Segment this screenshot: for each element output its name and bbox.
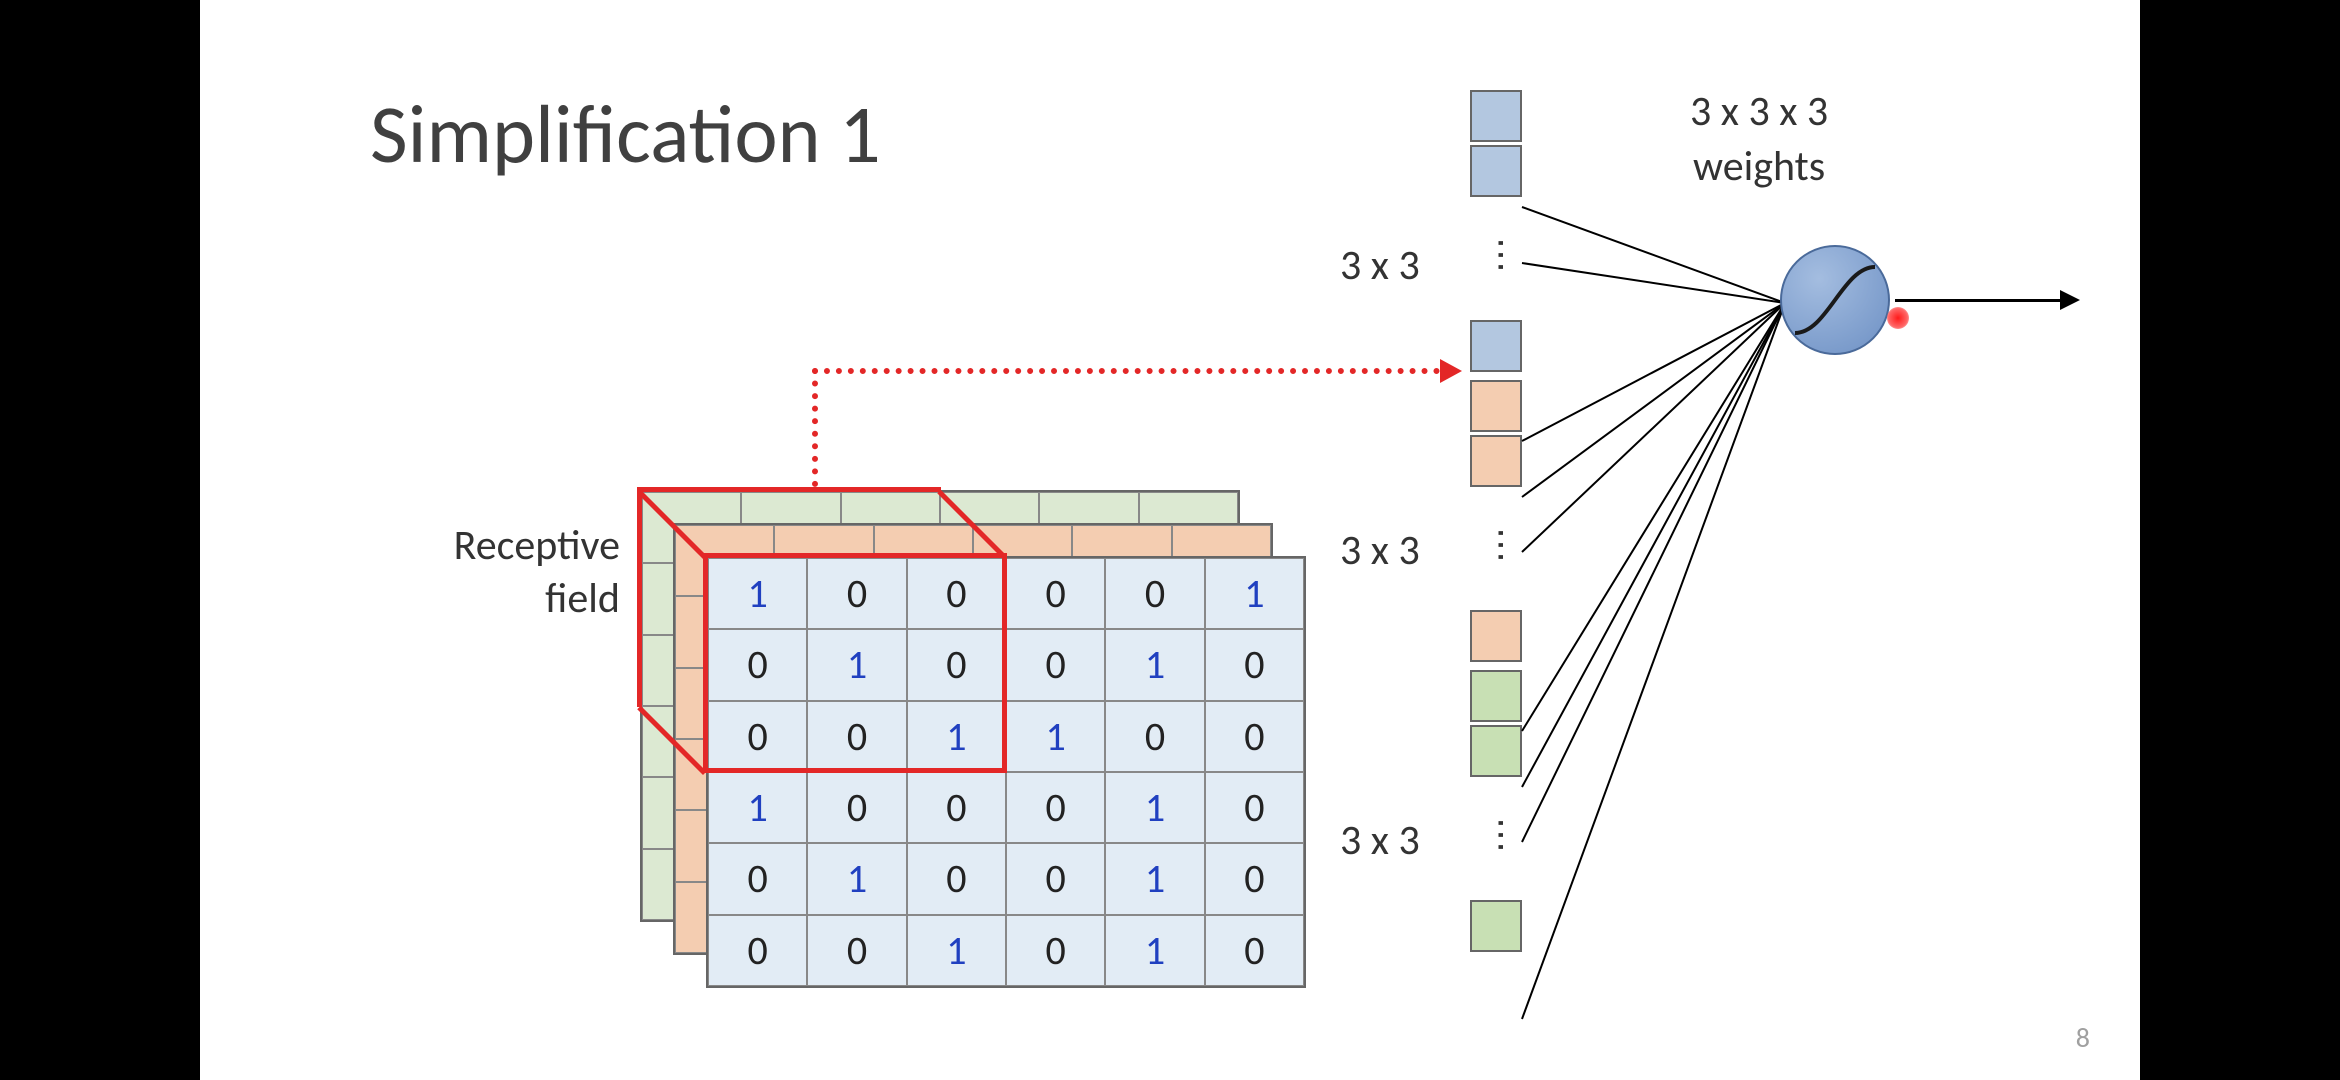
grid-cell: 0 [1205, 772, 1304, 843]
weights-label-text: 3 x 3 x 3 weights [1690, 86, 1828, 192]
weight-line [1521, 303, 1786, 788]
input-unit-box [1470, 145, 1522, 197]
dotted-arrow-head [1440, 359, 1462, 383]
grid-cell: 0 [907, 772, 1006, 843]
grid-cell: 1 [1105, 915, 1204, 986]
ellipsis-icon: ⋯ [1480, 527, 1524, 571]
weight-line [1521, 302, 1785, 498]
grid-cell: 0 [708, 629, 807, 700]
input-group-label: 3 x 3 [1340, 525, 1420, 576]
grid-cell: 0 [1205, 843, 1304, 914]
grid-cell: 0 [708, 701, 807, 772]
weights-label: 3 x 3 x 3 weights [1690, 85, 1828, 194]
receptive-field-text: Receptive field [454, 520, 620, 624]
grid-cell: 0 [807, 558, 906, 629]
grid-cell: 0 [1006, 843, 1105, 914]
grid-cell: 0 [807, 915, 906, 986]
grid-cell: 1 [807, 843, 906, 914]
grid-cell: 0 [1006, 772, 1105, 843]
grid-cell: 0 [907, 629, 1006, 700]
grid-cell: 0 [1205, 701, 1304, 772]
weight-line [1522, 262, 1785, 304]
grid-cell: 1 [1105, 629, 1204, 700]
input-unit-box [1470, 90, 1522, 142]
weight-line [1521, 303, 1786, 843]
grid-cell: 0 [708, 843, 807, 914]
grid-cell: 1 [907, 915, 1006, 986]
input-unit-box [1470, 435, 1522, 487]
laser-pointer-icon [1887, 307, 1909, 329]
grid-cell: 0 [1105, 558, 1204, 629]
input-unit-box [1470, 670, 1522, 722]
grid-cell: 0 [1006, 558, 1105, 629]
grid-cell: 1 [708, 558, 807, 629]
grid-cell: 0 [1205, 629, 1304, 700]
grid-cell: 1 [907, 701, 1006, 772]
input-unit-box [1470, 320, 1522, 372]
receptive-field-label: Receptive field [330, 520, 620, 625]
grid-cell: 0 [907, 843, 1006, 914]
weight-line [1521, 302, 1786, 731]
grid-cell: 0 [907, 558, 1006, 629]
input-unit-box [1470, 380, 1522, 432]
dotted-arrow-horizontal [812, 368, 1440, 374]
dotted-arrow-vertical [812, 368, 818, 487]
input-group-label: 3 x 3 [1340, 240, 1420, 291]
input-unit-box [1470, 725, 1522, 777]
grid-cell: 1 [1006, 701, 1105, 772]
sigmoid-icon [1780, 245, 1890, 355]
input-unit-box [1470, 610, 1522, 662]
grid-cell: 1 [708, 772, 807, 843]
output-arrow-head [2060, 290, 2080, 310]
grid-cell: 0 [807, 772, 906, 843]
grid-cell: 1 [1105, 843, 1204, 914]
ellipsis-icon: ⋯ [1480, 817, 1524, 861]
input-unit-box [1470, 900, 1522, 952]
weight-line [1522, 206, 1786, 304]
grid-cell: 0 [1205, 915, 1304, 986]
output-arrow [1895, 299, 2060, 302]
grid-cell: 0 [1105, 701, 1204, 772]
grid-cell: 1 [1105, 772, 1204, 843]
grid-cell: 1 [807, 629, 906, 700]
page-number: 8 [2076, 1020, 2090, 1055]
slide: Simplification 1 Receptive field 1000010… [200, 0, 2140, 1080]
input-group-label: 3 x 3 [1340, 815, 1420, 866]
slide-title: Simplification 1 [370, 85, 881, 185]
grid-cell: 0 [1006, 915, 1105, 986]
grid-cell: 0 [1006, 629, 1105, 700]
ellipsis-icon: ⋯ [1480, 237, 1524, 281]
weight-line [1521, 303, 1786, 1020]
grid-cell: 0 [807, 701, 906, 772]
grid-cell: 1 [1205, 558, 1304, 629]
grid-layer-front: 100001010010001100100010010010001010 [706, 556, 1306, 988]
grid-cell: 0 [708, 915, 807, 986]
